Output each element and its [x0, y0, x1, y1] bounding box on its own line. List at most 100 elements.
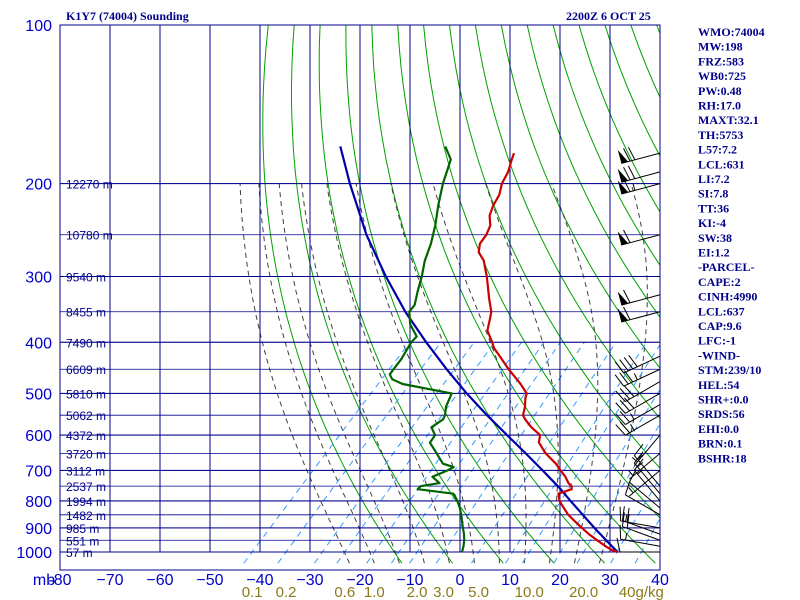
dewpoint-line	[388, 145, 466, 553]
index-label: HEL:54	[698, 378, 739, 392]
mixing-ratio-label: 40g/kg	[619, 584, 664, 600]
dry-adiabat-line	[526, 25, 660, 319]
wind-barb	[619, 506, 661, 529]
pressure-tick-label: 400	[25, 335, 52, 352]
index-label: SHR+:0.0	[698, 393, 749, 407]
index-label: EHI:0.0	[698, 422, 739, 436]
temperature-tick-label: 30	[601, 572, 619, 589]
wind-barb	[628, 469, 661, 497]
temperature-tick-labels: mb-80 −70 −60 −50 −40 −30 −20 −10 0 10 20 30 40	[33, 572, 669, 589]
sounding-series	[339, 145, 619, 554]
index-label: WMO:74004	[698, 25, 765, 39]
moist-adiabat-line	[390, 183, 500, 564]
height-label: 10780 m	[66, 229, 113, 243]
dry-adiabat-line	[262, 25, 403, 564]
dry-adiabat-line	[500, 25, 660, 369]
mixing-ratio-line	[435, 342, 585, 564]
mixing-ratio-line	[521, 343, 660, 564]
height-label: 1482 m	[66, 509, 106, 523]
mixing-ratio-line	[505, 342, 648, 564]
mixing-ratio-label: 3.0	[433, 584, 454, 600]
mixing-ratio-label: 5.0	[468, 584, 489, 600]
dry-adiabat-line	[552, 25, 660, 267]
dry-adiabat-line	[291, 25, 453, 564]
temperature-tick-label: −40	[246, 572, 273, 589]
mixing-ratio-line	[390, 342, 545, 564]
dry-adiabat-line	[474, 25, 660, 420]
pressure-tick-label: 300	[25, 269, 52, 286]
mixing-ratio-label: 1.0	[364, 584, 385, 600]
pressure-tick-label: 600	[25, 428, 52, 445]
moist-adiabat-line	[432, 183, 527, 564]
index-label: TT:36	[698, 201, 729, 215]
index-label: -WIND-	[698, 348, 740, 362]
wind-barb	[628, 453, 661, 480]
index-label: SRDS:56	[698, 407, 745, 421]
temperature-line	[477, 152, 618, 554]
pressure-tick-label: 900	[25, 521, 52, 538]
temperature-tick-label: 20	[551, 572, 569, 589]
height-label: 985 m	[66, 522, 99, 536]
wind-barb	[617, 306, 661, 323]
height-label: 5062 m	[66, 409, 106, 423]
mixing-ratio-label: 0.2	[276, 584, 297, 600]
index-label: WB0:725	[698, 69, 746, 83]
moist-adiabat-line	[278, 183, 400, 564]
mixing-ratio-lines	[243, 341, 660, 564]
moist-adiabat-line	[301, 183, 425, 564]
height-label: 2537 m	[66, 480, 106, 494]
index-label: BSHR:18	[698, 451, 747, 465]
index-label: LI:7.2	[698, 172, 730, 186]
wind-barb	[624, 481, 661, 516]
wind-barb	[617, 165, 661, 183]
height-label: 1994 m	[66, 495, 106, 509]
pressure-tick-label: 1000	[16, 545, 52, 562]
index-label: CINH:4990	[698, 290, 757, 304]
temperature-tick-label: −50	[196, 572, 223, 589]
index-label: STM:239/10	[698, 363, 761, 377]
mixing-ratio-label: 0.6	[334, 584, 355, 600]
parcel-trace-line	[339, 146, 619, 553]
moist-adiabat-line	[326, 183, 450, 564]
pressure-tick-label: 200	[25, 177, 52, 194]
pressure-tick-label: 700	[25, 463, 52, 480]
wind-barbs	[614, 146, 661, 553]
index-label: BRN:0.1	[698, 437, 742, 451]
index-label: EI:1.2	[698, 246, 730, 260]
index-label: FRZ:583	[698, 54, 744, 68]
wind-barb	[616, 537, 660, 553]
index-label: SI:7.8	[698, 187, 728, 201]
temperature-tick-label: −30	[296, 572, 323, 589]
dry-adiabat-line	[397, 25, 656, 564]
temperature-tick-label: 10	[501, 572, 519, 589]
height-label: 6609 m	[66, 363, 106, 377]
dry-adiabat-line	[423, 25, 660, 519]
mixing-ratio-line	[336, 342, 496, 564]
wind-barb	[615, 381, 661, 403]
height-label: 57 m	[66, 546, 93, 560]
index-label: L57:7.2	[698, 143, 737, 157]
index-label: LCL:631	[698, 157, 745, 171]
wind-barb	[615, 414, 661, 436]
station-title: K1Y7 (74004) Sounding	[66, 9, 189, 23]
mixing-ratio-line	[313, 342, 475, 564]
grid-lines	[60, 25, 660, 553]
mixing-ratio-line	[471, 342, 617, 564]
pressure-tick-labels: 100 200 300 400 500 600 700 800 900 1000	[16, 18, 52, 562]
index-label: TH:5753	[698, 128, 743, 142]
wind-barb	[619, 524, 661, 547]
mixing-ratio-line	[366, 342, 522, 564]
index-label: PW:0.48	[698, 84, 742, 98]
plot-area	[60, 25, 660, 564]
wind-barb	[614, 355, 661, 374]
mixing-ratio-label: 10.0	[515, 584, 544, 600]
pressure-tick-label: 800	[25, 494, 52, 511]
index-label: MAXT:32.1	[698, 113, 759, 127]
moist-adiabat-line	[551, 183, 599, 564]
plot-frame	[59, 24, 661, 571]
y-axis-unit-label: mb	[33, 572, 55, 589]
wind-barb	[617, 146, 661, 164]
temperature-tick-label: −10	[396, 572, 423, 589]
